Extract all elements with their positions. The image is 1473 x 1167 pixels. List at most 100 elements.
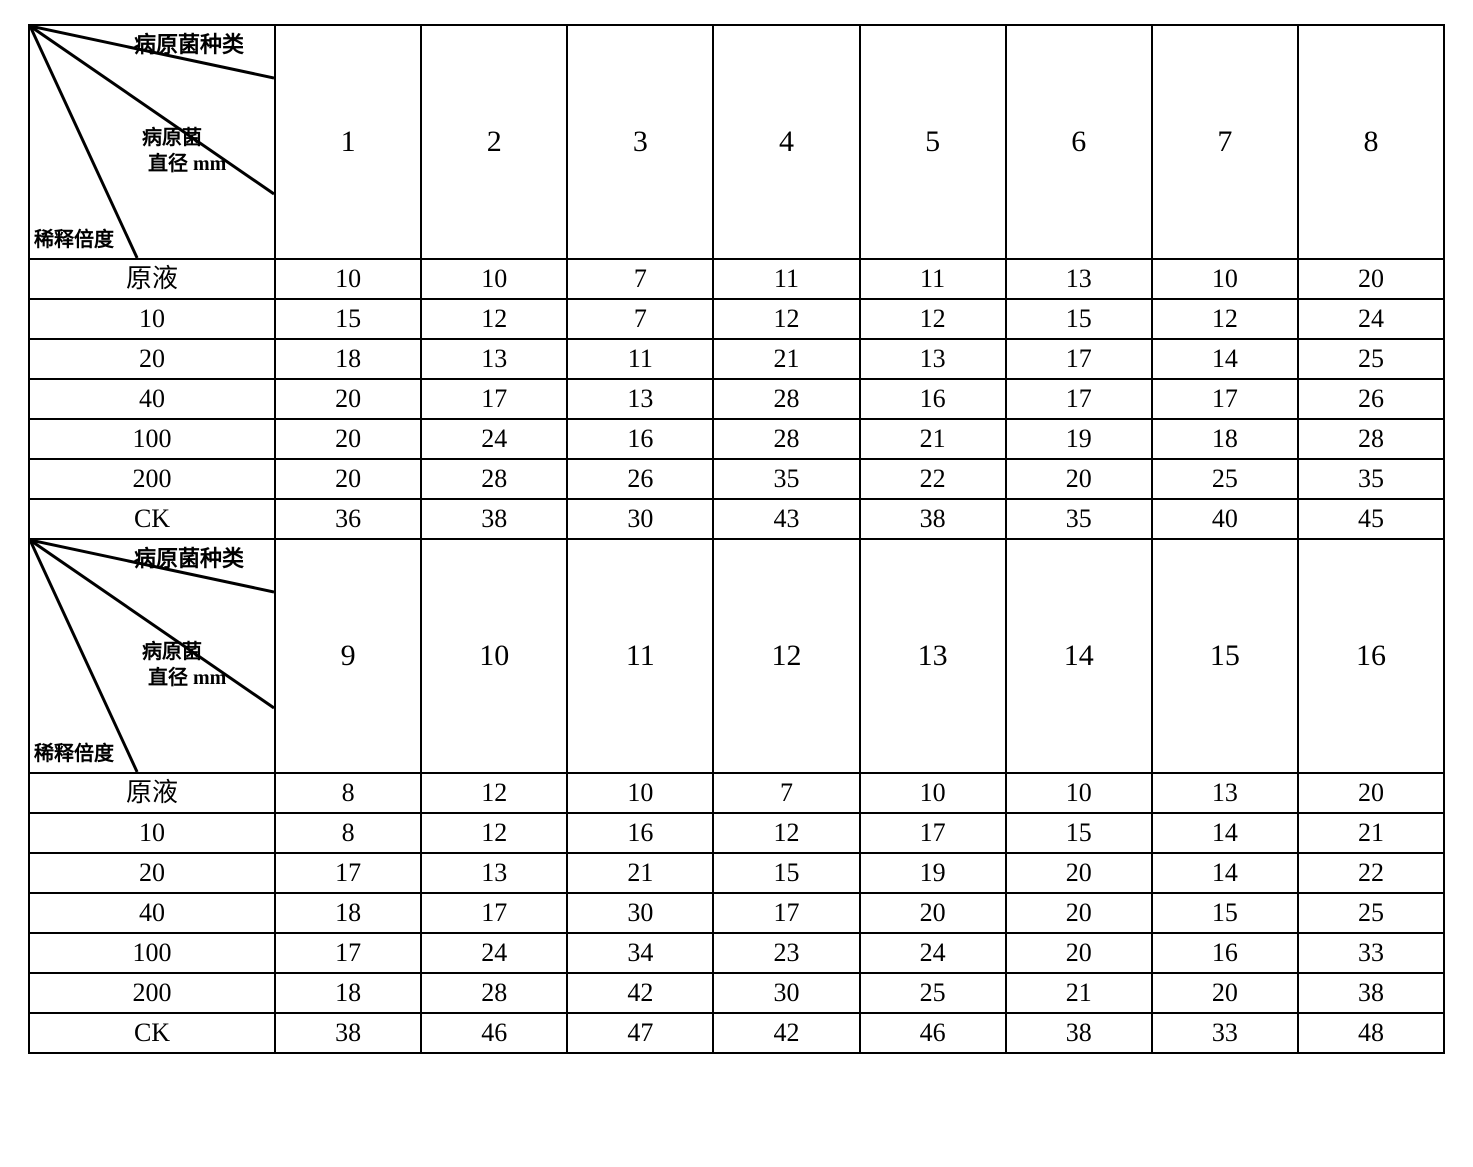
data-cell: 22 xyxy=(860,459,1006,499)
data-cell: 36 xyxy=(275,499,421,539)
data-cell: 47 xyxy=(567,1013,713,1053)
data-cell: 15 xyxy=(1006,813,1152,853)
data-cell: 18 xyxy=(275,339,421,379)
data-cell: 12 xyxy=(1152,299,1298,339)
data-cell: 22 xyxy=(1298,853,1444,893)
data-cell: 20 xyxy=(275,419,421,459)
row-label: 10 xyxy=(29,813,275,853)
data-cell: 17 xyxy=(1152,379,1298,419)
data-cell: 20 xyxy=(275,459,421,499)
data-cell: 10 xyxy=(275,259,421,299)
data-cell: 16 xyxy=(567,419,713,459)
col-header: 1 xyxy=(275,25,421,259)
col-header: 2 xyxy=(421,25,567,259)
data-cell: 12 xyxy=(421,299,567,339)
data-table: 病原菌种类病原菌直径 mm稀释倍度12345678原液1010711111310… xyxy=(28,24,1445,1054)
data-cell: 14 xyxy=(1152,339,1298,379)
data-cell: 24 xyxy=(860,933,1006,973)
data-cell: 13 xyxy=(421,853,567,893)
data-cell: 13 xyxy=(1152,773,1298,813)
data-cell: 17 xyxy=(1006,379,1152,419)
data-cell: 16 xyxy=(567,813,713,853)
data-cell: 20 xyxy=(275,379,421,419)
data-cell: 15 xyxy=(1152,893,1298,933)
row-label: CK xyxy=(29,1013,275,1053)
data-cell: 10 xyxy=(1006,773,1152,813)
col-header: 10 xyxy=(421,539,567,773)
data-cell: 15 xyxy=(1006,299,1152,339)
data-cell: 17 xyxy=(1006,339,1152,379)
data-cell: 20 xyxy=(1006,853,1152,893)
data-cell: 20 xyxy=(1006,933,1152,973)
data-cell: 14 xyxy=(1152,813,1298,853)
data-cell: 16 xyxy=(860,379,1006,419)
data-cell: 10 xyxy=(860,773,1006,813)
col-header: 5 xyxy=(860,25,1006,259)
diag-label-mid-1: 病原菌 xyxy=(142,640,202,664)
data-cell: 30 xyxy=(713,973,859,1013)
diag-label-mid-2: 直径 mm xyxy=(148,152,226,176)
data-cell: 15 xyxy=(713,853,859,893)
data-cell: 17 xyxy=(275,853,421,893)
data-cell: 16 xyxy=(1152,933,1298,973)
row-label: 原液 xyxy=(29,773,275,813)
row-label: 40 xyxy=(29,893,275,933)
data-cell: 17 xyxy=(421,379,567,419)
data-cell: 17 xyxy=(860,813,1006,853)
data-cell: 38 xyxy=(421,499,567,539)
data-cell: 33 xyxy=(1152,1013,1298,1053)
data-cell: 20 xyxy=(860,893,1006,933)
data-cell: 38 xyxy=(1298,973,1444,1013)
data-cell: 12 xyxy=(421,773,567,813)
diag-label-top: 病原菌种类 xyxy=(134,32,244,58)
data-cell: 48 xyxy=(1298,1013,1444,1053)
row-label: 200 xyxy=(29,973,275,1013)
data-cell: 21 xyxy=(713,339,859,379)
data-cell: 26 xyxy=(567,459,713,499)
data-cell: 21 xyxy=(860,419,1006,459)
data-cell: 14 xyxy=(1152,853,1298,893)
data-cell: 35 xyxy=(713,459,859,499)
diagonal-header-cell: 病原菌种类病原菌直径 mm稀释倍度 xyxy=(29,25,275,259)
data-cell: 24 xyxy=(421,419,567,459)
data-cell: 13 xyxy=(567,379,713,419)
data-cell: 24 xyxy=(421,933,567,973)
data-cell: 25 xyxy=(1298,339,1444,379)
data-cell: 28 xyxy=(713,379,859,419)
col-header: 4 xyxy=(713,25,859,259)
data-cell: 25 xyxy=(1152,459,1298,499)
data-cell: 42 xyxy=(713,1013,859,1053)
data-cell: 20 xyxy=(1006,459,1152,499)
data-cell: 7 xyxy=(713,773,859,813)
data-cell: 12 xyxy=(713,813,859,853)
data-cell: 11 xyxy=(860,259,1006,299)
row-label: 100 xyxy=(29,933,275,973)
data-cell: 21 xyxy=(567,853,713,893)
data-cell: 21 xyxy=(1006,973,1152,1013)
data-cell: 25 xyxy=(1298,893,1444,933)
col-header: 12 xyxy=(713,539,859,773)
data-cell: 26 xyxy=(1298,379,1444,419)
diag-label-mid-2: 直径 mm xyxy=(148,666,226,690)
data-cell: 10 xyxy=(1152,259,1298,299)
data-cell: 46 xyxy=(421,1013,567,1053)
data-cell: 34 xyxy=(567,933,713,973)
diag-label-bottom: 稀释倍度 xyxy=(34,228,114,252)
data-cell: 43 xyxy=(713,499,859,539)
data-cell: 38 xyxy=(1006,1013,1152,1053)
col-header: 16 xyxy=(1298,539,1444,773)
data-cell: 30 xyxy=(567,499,713,539)
data-cell: 25 xyxy=(860,973,1006,1013)
row-label: 20 xyxy=(29,853,275,893)
data-cell: 13 xyxy=(860,339,1006,379)
data-cell: 12 xyxy=(860,299,1006,339)
col-header: 14 xyxy=(1006,539,1152,773)
row-label: 10 xyxy=(29,299,275,339)
data-cell: 40 xyxy=(1152,499,1298,539)
row-label: 20 xyxy=(29,339,275,379)
data-cell: 17 xyxy=(421,893,567,933)
data-cell: 20 xyxy=(1298,773,1444,813)
data-cell: 8 xyxy=(275,773,421,813)
data-cell: 18 xyxy=(1152,419,1298,459)
row-label: 40 xyxy=(29,379,275,419)
